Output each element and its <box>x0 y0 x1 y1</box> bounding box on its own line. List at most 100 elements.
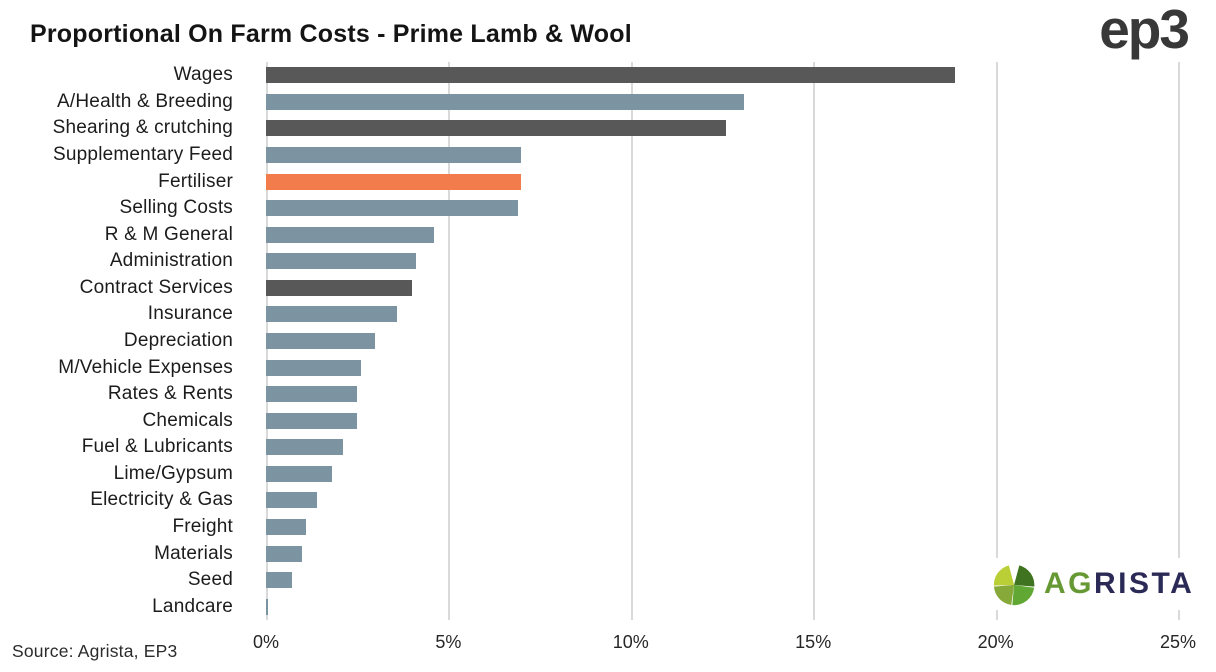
category-label: Electricity & Gas <box>90 489 233 511</box>
bar-row: Freight <box>0 514 1216 541</box>
ep3-logo: ep3 <box>1099 0 1190 60</box>
bar <box>266 386 358 403</box>
bar <box>266 412 358 429</box>
gridline <box>448 62 451 620</box>
bar-row: Wages <box>0 62 1216 89</box>
bar <box>266 518 307 535</box>
gridline <box>1178 62 1180 620</box>
bar-row: Supplementary Feed <box>0 142 1216 169</box>
bar-track <box>250 301 1216 328</box>
gridline <box>813 62 816 620</box>
bar-track <box>250 248 1216 275</box>
bar <box>266 492 318 509</box>
category-label: M/Vehicle Expenses <box>58 356 233 378</box>
bar-track <box>250 62 1216 89</box>
bar-track <box>250 540 1216 567</box>
bar-track <box>250 487 1216 514</box>
bar-row: Materials <box>0 540 1216 567</box>
bar-row: Depreciation <box>0 328 1216 355</box>
bar-row: Seed <box>0 567 1216 594</box>
gridline <box>995 62 998 620</box>
bar-row: Landcare <box>0 593 1216 620</box>
page-title: Proportional On Farm Costs - Prime Lamb … <box>30 20 632 48</box>
agrista-wordmark-rista: RISTA <box>1094 567 1195 600</box>
bar-row: Fertiliser <box>0 168 1216 195</box>
bar-track <box>250 142 1216 169</box>
bar <box>266 253 416 270</box>
bar-track <box>250 354 1216 381</box>
bar-track <box>250 461 1216 488</box>
bar <box>266 306 398 323</box>
category-label: Fuel & Lubricants <box>81 436 233 458</box>
bar-row: Fuel & Lubricants <box>0 434 1216 461</box>
category-label: Administration <box>109 250 233 272</box>
bar <box>266 279 412 296</box>
bar-track <box>250 328 1216 355</box>
x-tick-label: 0% <box>252 632 280 652</box>
bar-track <box>250 221 1216 248</box>
bar-track <box>250 514 1216 541</box>
x-tick-label: 5% <box>435 632 462 652</box>
category-label: Depreciation <box>123 329 233 351</box>
bar-track <box>250 89 1216 116</box>
agrista-leaf-icon <box>993 565 1035 606</box>
bar-row: Insurance <box>0 301 1216 328</box>
bar <box>266 598 268 615</box>
category-label: Rates & Rents <box>107 383 233 405</box>
category-label: Materials <box>154 542 233 564</box>
category-label: Seed <box>187 569 233 591</box>
category-label: Chemicals <box>142 409 233 431</box>
category-label: Contract Services <box>79 276 233 298</box>
bar-track <box>250 593 1216 620</box>
bar <box>266 332 376 349</box>
x-tick-label: 10% <box>612 632 649 652</box>
bar <box>266 173 522 190</box>
bar-rows-container: Wages A/Health & Breeding Shearing & crutc… <box>0 62 1216 620</box>
bar <box>266 200 518 217</box>
x-tick-label: 25% <box>1159 632 1197 652</box>
agrista-wordmark: AGRISTA <box>1044 569 1194 599</box>
bar-track <box>250 381 1216 408</box>
source-note: Source: Agrista, EP3 <box>12 641 178 661</box>
category-label: Fertiliser <box>158 170 233 192</box>
bar-row: M/Vehicle Expenses <box>0 354 1216 381</box>
category-label: A/Health & Breeding <box>57 90 233 112</box>
bar-row: Rates & Rents <box>0 381 1216 408</box>
bar <box>266 226 434 243</box>
gridline <box>630 62 633 620</box>
bar-row: R & M General <box>0 221 1216 248</box>
category-label: Wages <box>173 64 233 86</box>
bar <box>266 465 332 482</box>
bar <box>266 572 292 589</box>
bar-row: Administration <box>0 248 1216 275</box>
x-tick-label: 15% <box>795 632 832 652</box>
bar <box>266 545 303 562</box>
agrista-logo: AGRISTA <box>988 558 1199 610</box>
bar-row: Shearing & crutching <box>0 115 1216 142</box>
category-label: Freight <box>172 515 233 537</box>
category-label: R & M General <box>104 223 233 245</box>
bar-track <box>250 407 1216 434</box>
bar <box>266 67 956 84</box>
bar <box>266 359 361 376</box>
bar-row: Contract Services <box>0 275 1216 302</box>
bar <box>266 439 343 456</box>
category-label: Lime/Gypsum <box>113 462 233 484</box>
bar-track <box>250 434 1216 461</box>
x-axis: 0% 5% 10% 15% 20% 25% <box>253 632 1196 660</box>
bar-row: A/Health & Breeding <box>0 89 1216 116</box>
bar-row: Lime/Gypsum <box>0 461 1216 488</box>
category-label: Shearing & crutching <box>52 117 233 139</box>
bar <box>266 146 522 163</box>
bar <box>266 93 744 110</box>
bar-track <box>250 275 1216 302</box>
bar-row: Chemicals <box>0 407 1216 434</box>
x-tick-label: 20% <box>977 632 1014 652</box>
category-label: Insurance <box>147 303 233 325</box>
category-label: Landcare <box>152 595 233 617</box>
bar-row: Selling Costs <box>0 195 1216 222</box>
bar <box>266 120 726 137</box>
category-label: Supplementary Feed <box>53 143 233 165</box>
agrista-wordmark-ag: AG <box>1044 567 1094 600</box>
